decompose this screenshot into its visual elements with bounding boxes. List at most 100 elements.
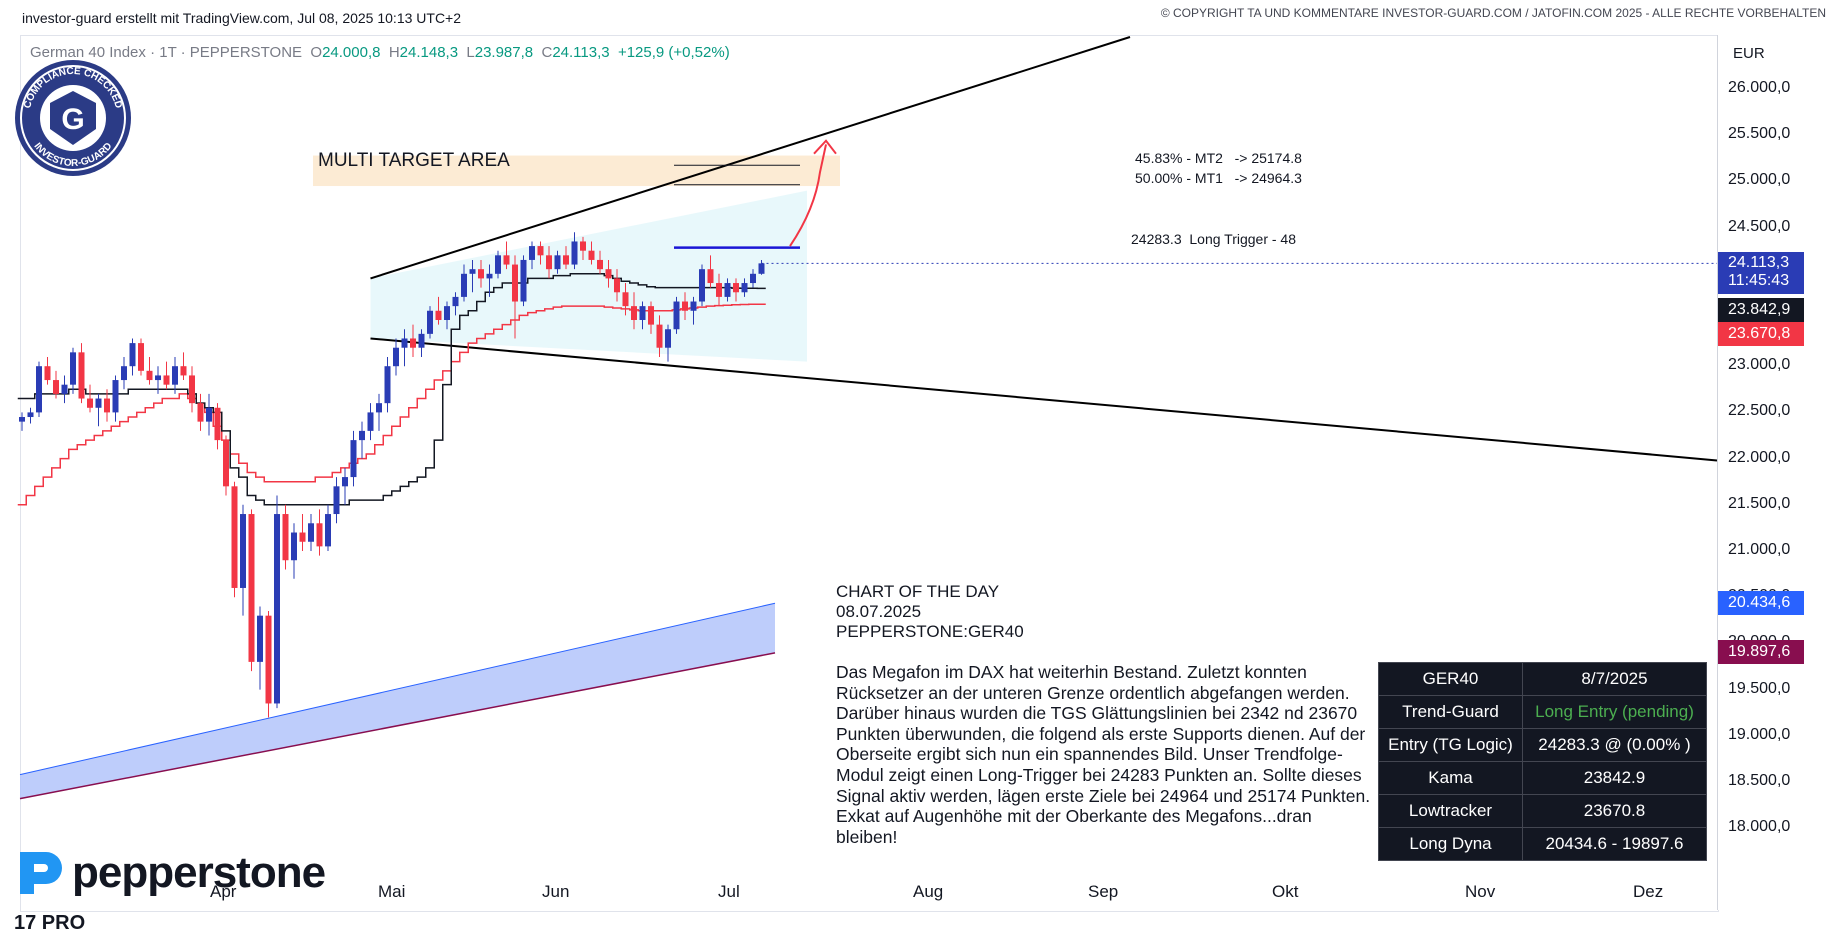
- price-axis[interactable]: [1717, 35, 1806, 910]
- candle-body: [563, 255, 569, 265]
- candle-body: [214, 407, 221, 441]
- candle-body: [733, 283, 739, 293]
- candle-body: [639, 306, 646, 320]
- symbol-info-bar[interactable]: German 40 Index · 1T · PEPPERSTONE O24.0…: [30, 44, 730, 61]
- candle-body: [172, 366, 178, 385]
- candle-body: [240, 514, 246, 588]
- candle-body: [486, 273, 493, 279]
- price-tick-label: 22.000,0: [1728, 448, 1791, 466]
- candle-body: [265, 615, 272, 704]
- candle-body: [665, 329, 671, 348]
- candle-body: [197, 403, 204, 422]
- time-tick-label: Jul: [718, 882, 740, 901]
- time-tick-label: Nov: [1465, 882, 1496, 901]
- dyna-upper-price-box: 20.434,6: [1718, 591, 1804, 615]
- candle-body: [95, 398, 102, 408]
- candle-body: [503, 255, 510, 265]
- megaphone-lower-line: [370, 337, 1718, 462]
- price-tick-label: 23.000,0: [1728, 356, 1791, 374]
- trigger-note: 24283.3 Long Trigger - 48: [1131, 231, 1297, 247]
- candle-body: [656, 324, 663, 348]
- table-row: Lowtracker 23670.8: [1378, 794, 1707, 828]
- table-row: GER40 8/7/2025: [1378, 662, 1707, 696]
- candle-body: [146, 370, 153, 381]
- candle-body: [580, 241, 586, 251]
- candle-body: [308, 523, 314, 542]
- table-row: Trend-Guard Long Entry (pending): [1378, 695, 1707, 729]
- price-tick-label: 21.500,0: [1728, 494, 1791, 512]
- candle-body: [741, 283, 748, 293]
- candle-body: [61, 384, 68, 394]
- candle-body: [716, 283, 722, 297]
- candle-body: [299, 532, 306, 542]
- lowtracker-price-box: 23.670,8: [1718, 322, 1804, 346]
- open-value: 24.000,8: [322, 44, 381, 61]
- candle-body: [724, 283, 731, 297]
- long-dyna-upper-line: [19, 602, 776, 776]
- candle-body: [44, 366, 51, 381]
- candle-body: [291, 532, 297, 561]
- price-tick-label: 25.500,0: [1728, 125, 1791, 143]
- compliance-badge: COMPLIANCE CHECKED INVESTOR-GUARD G: [15, 60, 131, 176]
- candle-body: [274, 514, 280, 704]
- trend-guard-table: GER40 8/7/2025 Trend-Guard Long Entry (pend…: [1378, 662, 1707, 861]
- candle-body: [53, 380, 59, 394]
- last-price-box: 24.113,3 11:45:43: [1718, 252, 1804, 294]
- time-tick-label: Aug: [913, 882, 944, 901]
- candle-body: [384, 366, 391, 404]
- dyna-lower-price-box: 19.897,6: [1718, 640, 1804, 664]
- candle-body: [529, 246, 535, 260]
- table-row: Kama 23842.9: [1378, 761, 1707, 795]
- table-key: Trend-Guard: [1378, 695, 1523, 729]
- candle-body: [699, 269, 705, 302]
- currency-label[interactable]: EUR: [1733, 45, 1765, 62]
- candle-body: [682, 301, 688, 311]
- open-label: O: [310, 44, 323, 61]
- close-value: 24.113,3: [552, 44, 610, 61]
- candle-body: [27, 412, 34, 418]
- projection-arrow: [789, 144, 827, 247]
- time-tick-label: Okt: [1272, 882, 1299, 901]
- candle-body: [605, 269, 612, 279]
- candle-body: [597, 259, 603, 270]
- price-tick-label: 22.500,0: [1728, 402, 1791, 420]
- candle-body: [520, 259, 527, 302]
- cotd-date: 08.07.2025: [836, 602, 922, 621]
- candle-body: [478, 269, 484, 279]
- candle-body: [333, 486, 340, 515]
- candle-body: [418, 333, 425, 348]
- candle-body: [138, 343, 144, 371]
- time-tick-label: Mai: [378, 882, 406, 901]
- close-label: C: [541, 44, 553, 61]
- time-tick-label: Sep: [1088, 882, 1119, 901]
- table-value: 24283.3 @ (0.00% ): [1522, 728, 1707, 762]
- price-tick-label: 25.000,0: [1728, 171, 1791, 189]
- megaphone-upper-line: [370, 36, 1131, 280]
- candle-body: [512, 264, 518, 302]
- candle-body: [469, 269, 476, 274]
- low-label: L: [466, 44, 475, 61]
- candle-body: [206, 407, 212, 422]
- price-tick-label: 18.500,0: [1728, 772, 1791, 789]
- candle-body: [104, 398, 110, 413]
- table-key: Entry (TG Logic): [1378, 728, 1523, 762]
- multi-target-label: MULTI TARGET AREA: [318, 150, 510, 171]
- table-row: Entry (TG Logic) 24283.3 @ (0.00% ): [1378, 728, 1707, 762]
- copyright-notice: © COPYRIGHT TA UND KOMMENTARE INVESTOR-G…: [1160, 6, 1826, 20]
- candle-body: [180, 366, 187, 376]
- long-dyna-band: [20, 603, 775, 799]
- table-value: 20434.6 - 19897.6: [1522, 827, 1707, 861]
- table-key: Kama: [1378, 761, 1523, 795]
- candle-body: [393, 347, 399, 367]
- candle-body: [316, 523, 323, 547]
- candle-body: [427, 310, 433, 334]
- price-tick-label: 18.000,0: [1728, 818, 1791, 836]
- high-value: 24.148,3: [399, 44, 459, 61]
- candle-body: [70, 352, 76, 385]
- candle-body: [588, 250, 595, 260]
- candle-body: [342, 477, 348, 487]
- candle-body: [444, 306, 450, 320]
- candle-body: [282, 514, 289, 561]
- candle-body: [163, 375, 170, 385]
